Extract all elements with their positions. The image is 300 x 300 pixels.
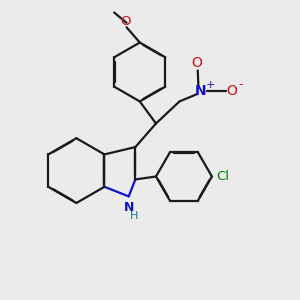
- Text: H: H: [130, 211, 138, 220]
- Text: O: O: [120, 15, 130, 28]
- Text: N: N: [195, 84, 206, 98]
- Text: O: O: [226, 84, 237, 98]
- Text: N: N: [124, 201, 134, 214]
- Text: O: O: [191, 56, 202, 70]
- Text: -: -: [239, 78, 243, 91]
- Text: Cl: Cl: [216, 170, 229, 183]
- Text: +: +: [206, 80, 215, 90]
